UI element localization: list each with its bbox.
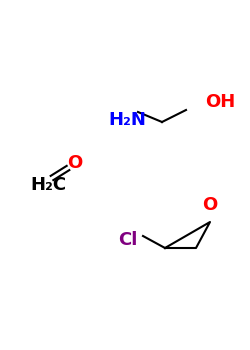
Text: H₂N: H₂N [108,111,146,129]
Text: OH: OH [205,93,235,111]
Text: Cl: Cl [118,231,138,249]
Text: H₂C: H₂C [30,176,66,194]
Text: O: O [68,154,82,172]
Text: O: O [202,196,218,214]
